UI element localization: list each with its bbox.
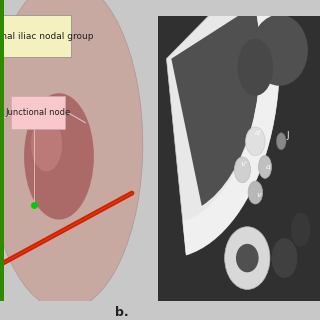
- Text: v: v: [256, 191, 261, 199]
- Ellipse shape: [237, 39, 273, 96]
- Ellipse shape: [276, 133, 286, 150]
- Text: a': a': [255, 129, 262, 137]
- Text: J: J: [286, 131, 289, 140]
- Bar: [0, 0, 4, 301]
- FancyBboxPatch shape: [11, 96, 65, 129]
- Ellipse shape: [236, 244, 259, 272]
- Ellipse shape: [234, 157, 251, 183]
- Ellipse shape: [248, 181, 263, 204]
- Ellipse shape: [24, 93, 94, 220]
- Ellipse shape: [271, 238, 297, 278]
- Wedge shape: [171, 5, 260, 206]
- Ellipse shape: [246, 127, 265, 156]
- Text: Internal iliac nodal group: Internal iliac nodal group: [0, 32, 94, 41]
- Ellipse shape: [251, 15, 308, 86]
- FancyBboxPatch shape: [3, 15, 71, 57]
- Wedge shape: [183, 0, 280, 255]
- Ellipse shape: [225, 227, 270, 289]
- Ellipse shape: [31, 117, 62, 172]
- Ellipse shape: [291, 212, 310, 247]
- Text: Junctional node: Junctional node: [5, 108, 71, 117]
- Text: a: a: [266, 163, 271, 171]
- Text: v': v': [241, 160, 248, 168]
- Text: b.: b.: [115, 306, 128, 318]
- Ellipse shape: [259, 156, 272, 178]
- Ellipse shape: [0, 0, 143, 310]
- Wedge shape: [166, 0, 280, 255]
